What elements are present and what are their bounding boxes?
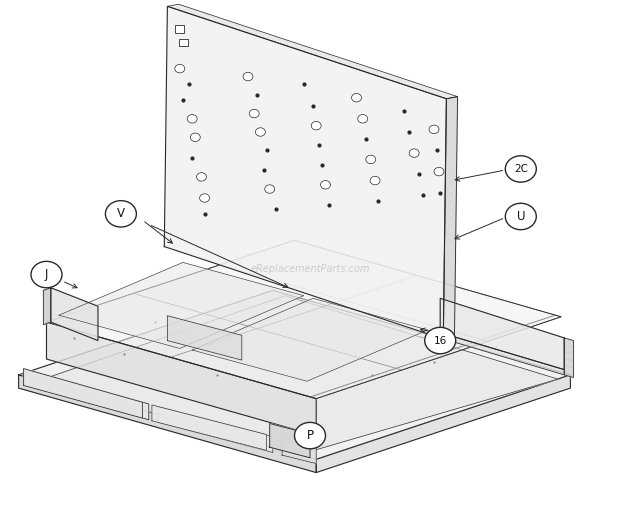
- Polygon shape: [440, 298, 564, 370]
- Polygon shape: [51, 288, 98, 341]
- Circle shape: [505, 156, 536, 182]
- Polygon shape: [158, 407, 273, 452]
- Polygon shape: [443, 97, 458, 339]
- Polygon shape: [46, 240, 561, 399]
- Polygon shape: [24, 369, 143, 418]
- Polygon shape: [152, 405, 267, 450]
- Circle shape: [243, 72, 253, 81]
- Text: V: V: [117, 208, 125, 220]
- Circle shape: [175, 64, 185, 73]
- Circle shape: [425, 327, 456, 354]
- Circle shape: [105, 201, 136, 227]
- Circle shape: [265, 185, 275, 193]
- Circle shape: [505, 203, 536, 230]
- Polygon shape: [43, 288, 51, 325]
- Circle shape: [370, 176, 380, 185]
- Polygon shape: [167, 316, 242, 360]
- Circle shape: [358, 115, 368, 123]
- Circle shape: [352, 93, 361, 102]
- Circle shape: [429, 125, 439, 134]
- Text: eReplacementParts.com: eReplacementParts.com: [250, 265, 370, 274]
- Polygon shape: [19, 375, 316, 473]
- Polygon shape: [46, 322, 316, 436]
- Circle shape: [200, 194, 210, 202]
- Text: U: U: [516, 210, 525, 223]
- Bar: [179, 39, 188, 46]
- Circle shape: [255, 128, 265, 136]
- Circle shape: [294, 422, 326, 449]
- Circle shape: [434, 167, 444, 176]
- Polygon shape: [25, 370, 149, 420]
- Polygon shape: [192, 298, 428, 381]
- Circle shape: [190, 133, 200, 142]
- Polygon shape: [316, 375, 570, 473]
- Polygon shape: [40, 296, 558, 455]
- Circle shape: [321, 181, 330, 189]
- Circle shape: [197, 173, 206, 181]
- Text: 16: 16: [433, 336, 447, 345]
- Circle shape: [31, 261, 62, 288]
- Text: 2C: 2C: [514, 164, 528, 174]
- Text: P: P: [306, 429, 314, 442]
- Circle shape: [249, 109, 259, 118]
- Polygon shape: [282, 439, 316, 464]
- Polygon shape: [440, 333, 564, 375]
- Polygon shape: [59, 262, 304, 348]
- Bar: [175, 25, 184, 33]
- Text: J: J: [45, 268, 48, 281]
- Circle shape: [409, 149, 419, 157]
- Circle shape: [187, 115, 197, 123]
- Circle shape: [311, 121, 321, 130]
- Polygon shape: [167, 4, 458, 99]
- Polygon shape: [270, 423, 310, 458]
- Circle shape: [366, 155, 376, 164]
- Polygon shape: [564, 338, 574, 378]
- Polygon shape: [19, 290, 570, 459]
- Polygon shape: [164, 6, 446, 339]
